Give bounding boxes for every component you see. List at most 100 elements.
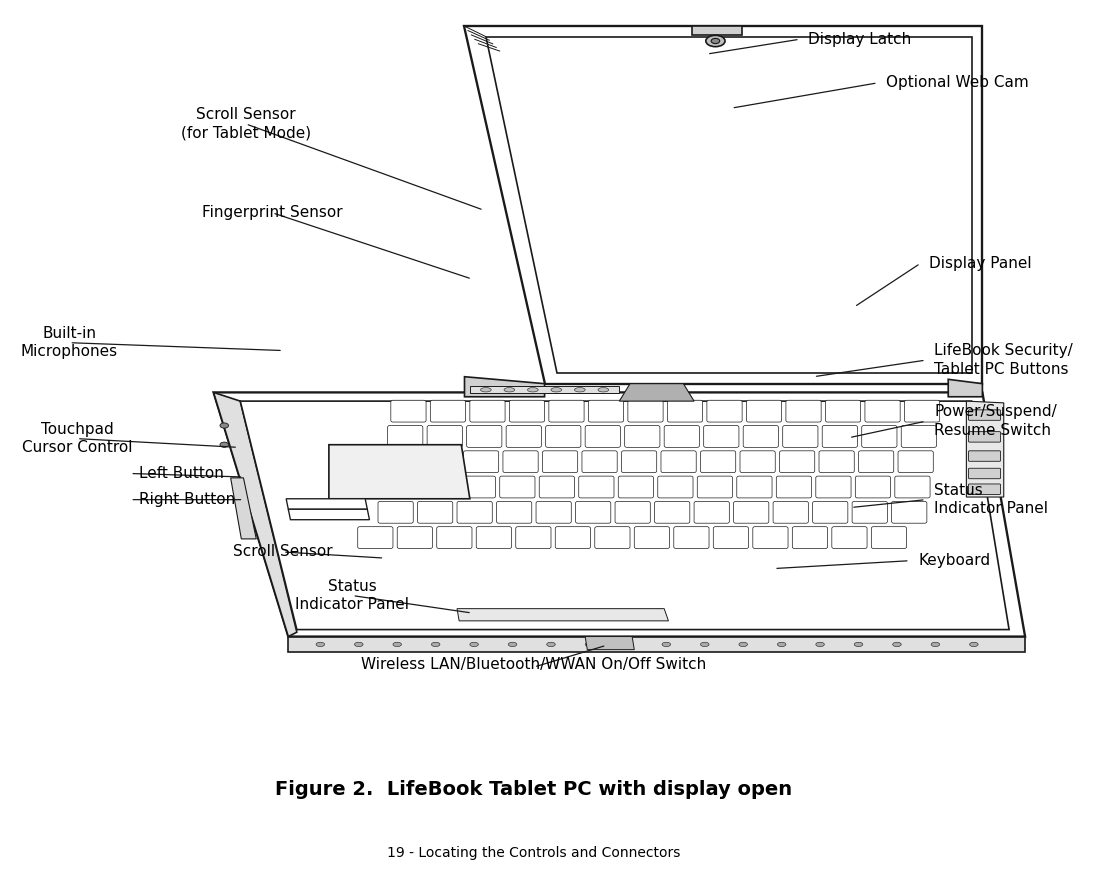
Polygon shape [692,26,742,35]
FancyBboxPatch shape [579,476,614,498]
FancyBboxPatch shape [968,468,1001,479]
FancyBboxPatch shape [856,476,891,498]
FancyBboxPatch shape [496,501,531,523]
Text: Figure 2.  LifeBook Tablet PC with display open: Figure 2. LifeBook Tablet PC with displa… [275,780,792,799]
FancyBboxPatch shape [542,451,578,473]
Polygon shape [240,401,1009,630]
FancyBboxPatch shape [832,527,867,548]
FancyBboxPatch shape [661,451,696,473]
Polygon shape [486,37,971,373]
FancyBboxPatch shape [968,410,1001,420]
Ellipse shape [470,642,478,647]
Ellipse shape [528,387,538,392]
Ellipse shape [431,642,440,647]
Ellipse shape [598,387,608,392]
Text: Touchpad
Cursor Control: Touchpad Cursor Control [22,422,132,455]
FancyBboxPatch shape [382,476,417,498]
FancyBboxPatch shape [516,527,551,548]
Ellipse shape [220,423,229,428]
FancyBboxPatch shape [744,426,779,447]
FancyBboxPatch shape [618,476,653,498]
Polygon shape [213,392,297,637]
Ellipse shape [706,35,725,47]
Ellipse shape [701,642,710,647]
FancyBboxPatch shape [816,476,851,498]
FancyBboxPatch shape [968,484,1001,494]
Text: Built-in
Microphones: Built-in Microphones [21,326,118,359]
Ellipse shape [739,642,748,647]
FancyBboxPatch shape [556,527,591,548]
FancyBboxPatch shape [546,426,581,447]
FancyBboxPatch shape [697,476,733,498]
Polygon shape [464,377,544,397]
FancyBboxPatch shape [625,426,660,447]
Ellipse shape [816,642,824,647]
FancyBboxPatch shape [668,400,703,422]
FancyBboxPatch shape [865,400,900,422]
Ellipse shape [712,38,719,44]
FancyBboxPatch shape [384,451,420,473]
Polygon shape [329,445,470,499]
FancyBboxPatch shape [621,451,657,473]
FancyBboxPatch shape [397,527,432,548]
Polygon shape [967,401,1003,497]
FancyBboxPatch shape [664,426,700,447]
FancyBboxPatch shape [694,501,729,523]
FancyBboxPatch shape [968,451,1001,461]
FancyBboxPatch shape [460,476,495,498]
Polygon shape [619,384,694,401]
FancyBboxPatch shape [420,476,456,498]
Polygon shape [456,609,669,621]
FancyBboxPatch shape [858,451,894,473]
FancyBboxPatch shape [968,432,1001,442]
Text: Right Button: Right Button [139,492,235,508]
FancyBboxPatch shape [752,527,788,548]
Ellipse shape [969,642,978,647]
FancyBboxPatch shape [463,451,498,473]
Ellipse shape [574,387,585,392]
FancyBboxPatch shape [499,476,535,498]
FancyBboxPatch shape [674,527,710,548]
FancyBboxPatch shape [734,501,769,523]
FancyBboxPatch shape [861,426,896,447]
FancyBboxPatch shape [901,426,936,447]
Polygon shape [231,478,256,539]
Text: Display Latch: Display Latch [808,31,912,47]
FancyBboxPatch shape [506,426,541,447]
FancyBboxPatch shape [713,527,748,548]
FancyBboxPatch shape [476,527,512,548]
Text: Scroll Sensor: Scroll Sensor [233,544,333,560]
FancyBboxPatch shape [658,476,693,498]
Ellipse shape [504,387,515,392]
FancyBboxPatch shape [701,451,736,473]
FancyBboxPatch shape [892,501,927,523]
FancyBboxPatch shape [785,400,821,422]
Ellipse shape [481,387,492,392]
Ellipse shape [624,642,632,647]
Text: Fingerprint Sensor: Fingerprint Sensor [202,205,342,221]
FancyBboxPatch shape [825,400,860,422]
FancyBboxPatch shape [430,400,465,422]
Text: LifeBook Security/
Tablet PC Buttons: LifeBook Security/ Tablet PC Buttons [934,344,1074,377]
FancyBboxPatch shape [894,476,931,498]
Text: Power/Suspend/
Resume Switch: Power/Suspend/ Resume Switch [934,405,1057,438]
FancyBboxPatch shape [740,451,776,473]
FancyBboxPatch shape [585,426,620,447]
Text: Status
Indicator Panel: Status Indicator Panel [934,483,1048,516]
FancyBboxPatch shape [898,451,933,473]
FancyBboxPatch shape [387,426,422,447]
FancyBboxPatch shape [437,527,472,548]
FancyBboxPatch shape [904,400,939,422]
FancyBboxPatch shape [628,400,663,422]
Ellipse shape [393,642,402,647]
Polygon shape [948,379,982,397]
Ellipse shape [220,442,229,447]
Text: Optional Web Cam: Optional Web Cam [887,75,1028,91]
Polygon shape [464,26,982,384]
FancyBboxPatch shape [470,400,505,422]
FancyBboxPatch shape [595,527,630,548]
FancyBboxPatch shape [822,426,858,447]
FancyBboxPatch shape [783,426,818,447]
FancyBboxPatch shape [654,501,690,523]
FancyBboxPatch shape [509,400,544,422]
